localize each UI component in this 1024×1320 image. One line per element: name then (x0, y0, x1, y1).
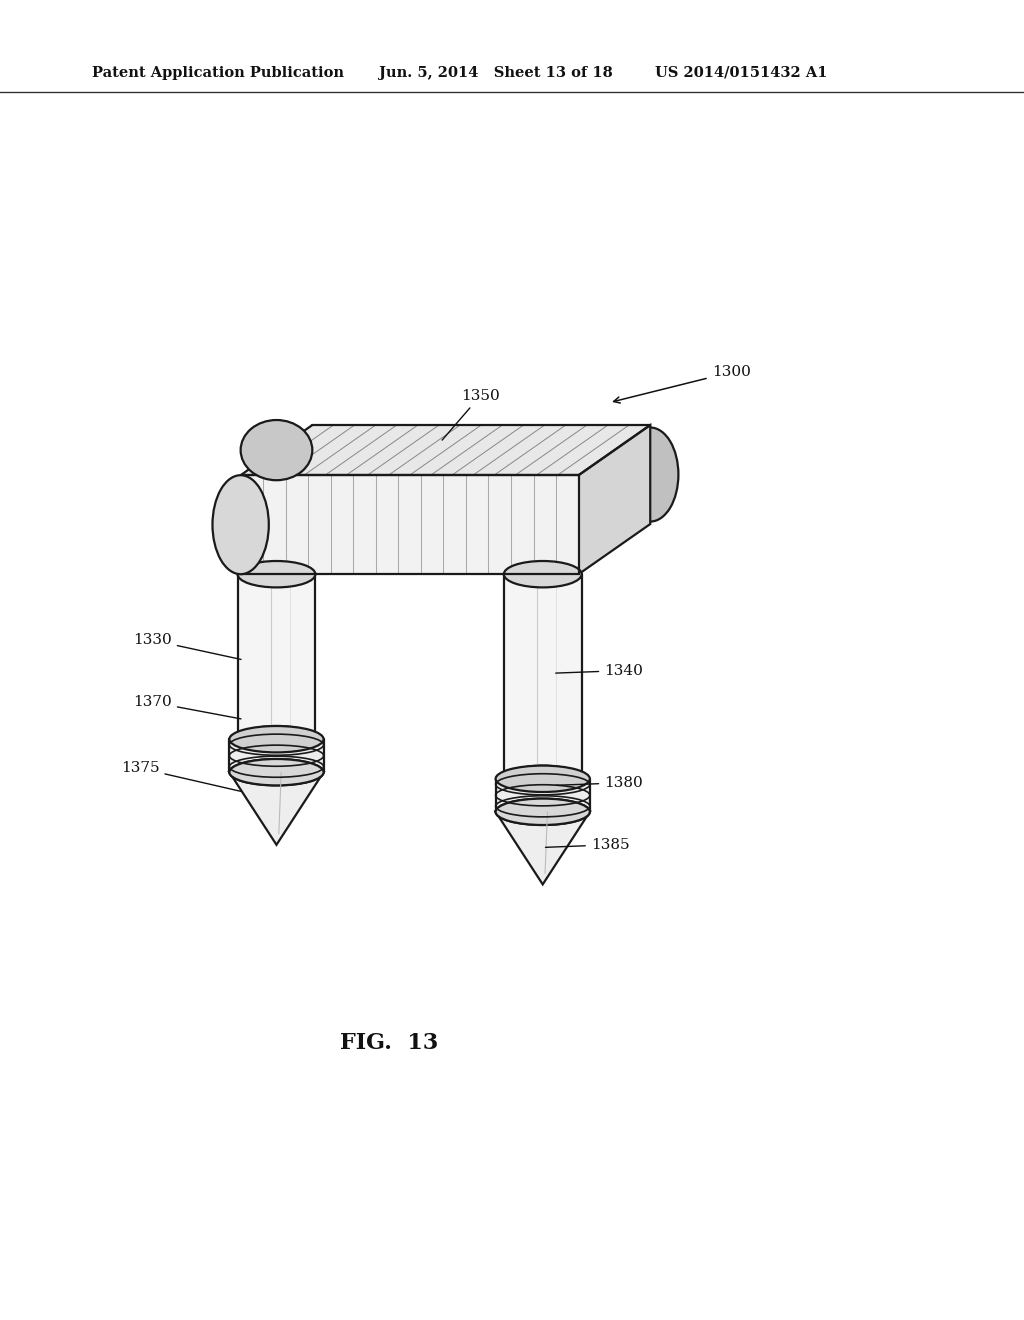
Polygon shape (229, 739, 324, 772)
Text: 1380: 1380 (556, 776, 643, 789)
Text: 1340: 1340 (556, 664, 643, 677)
Polygon shape (241, 425, 650, 475)
Ellipse shape (229, 726, 324, 752)
Ellipse shape (496, 766, 590, 792)
Text: 1300: 1300 (613, 366, 751, 403)
Text: 1350: 1350 (442, 389, 500, 440)
Polygon shape (238, 574, 315, 739)
Text: Jun. 5, 2014   Sheet 13 of 18: Jun. 5, 2014 Sheet 13 of 18 (379, 66, 612, 81)
Text: Patent Application Publication: Patent Application Publication (92, 66, 344, 81)
Text: FIG.  13: FIG. 13 (340, 1032, 438, 1053)
Ellipse shape (504, 561, 582, 587)
Text: 1370: 1370 (133, 696, 241, 719)
Polygon shape (496, 779, 590, 812)
Polygon shape (579, 425, 650, 574)
Ellipse shape (238, 561, 315, 587)
Ellipse shape (229, 759, 324, 785)
Text: US 2014/0151432 A1: US 2014/0151432 A1 (655, 66, 827, 81)
Ellipse shape (622, 428, 678, 521)
Ellipse shape (229, 759, 324, 785)
Ellipse shape (213, 475, 268, 574)
Text: 1385: 1385 (546, 838, 630, 851)
Ellipse shape (238, 726, 315, 752)
Text: 1330: 1330 (133, 634, 241, 660)
Polygon shape (241, 475, 579, 574)
Ellipse shape (241, 420, 312, 480)
Ellipse shape (504, 766, 582, 792)
Ellipse shape (496, 799, 590, 825)
Polygon shape (496, 812, 590, 884)
Ellipse shape (496, 799, 590, 825)
Polygon shape (229, 772, 324, 845)
Polygon shape (504, 574, 582, 779)
Text: 1375: 1375 (121, 762, 241, 792)
